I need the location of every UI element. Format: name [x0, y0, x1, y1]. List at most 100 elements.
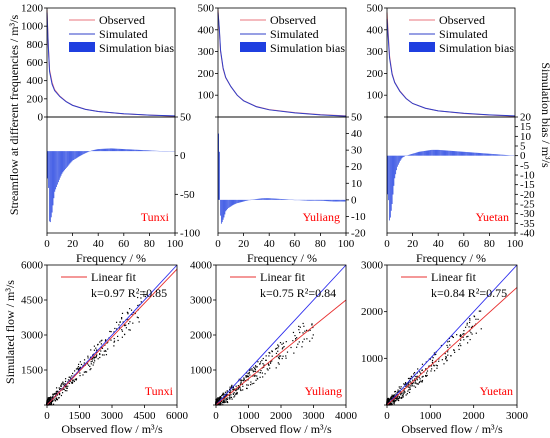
scatter-point: [132, 311, 135, 314]
bias-bar: [264, 198, 266, 200]
scatter-point: [228, 394, 230, 396]
scatter-point: [57, 390, 59, 392]
scatter-point: [426, 374, 428, 377]
scatter-point: [475, 332, 477, 334]
bias-bar: [441, 150, 442, 156]
scatter-point: [118, 324, 120, 326]
scatter-point: [296, 337, 298, 339]
scatter-point: [436, 365, 438, 367]
bias-tick-label: 0: [180, 150, 186, 162]
scatter-point: [130, 309, 133, 311]
scatter-point: [79, 374, 81, 377]
scatter-point: [223, 400, 226, 402]
bias-tick-label: -25: [520, 199, 535, 211]
scatter-point: [390, 398, 392, 400]
scatter-point: [60, 394, 63, 397]
scatter-point: [100, 346, 103, 349]
scatter-point: [394, 398, 396, 400]
scatter-point: [216, 400, 218, 402]
bias-tick-label: -100: [180, 228, 201, 240]
scatter-point: [89, 365, 91, 368]
bias-bar: [403, 155, 405, 157]
scatter-point: [473, 315, 475, 317]
bias-bar: [246, 199, 247, 201]
bias-bar: [469, 152, 471, 156]
bias-bar: [477, 152, 479, 156]
scatter-point: [411, 382, 414, 385]
scatter-point: [391, 397, 393, 400]
scatter-point: [51, 397, 53, 399]
scatter-point: [243, 378, 245, 380]
ytick-label: 4000: [190, 260, 213, 272]
scatter-point: [90, 363, 92, 365]
xtick-label: 0: [44, 410, 50, 422]
scatter-point: [391, 403, 393, 406]
bias-bar: [473, 152, 475, 156]
scatter-point: [413, 385, 415, 387]
x-axis-title: Frequency / %: [416, 251, 486, 265]
bias-bar: [447, 150, 449, 156]
scatter-point: [462, 333, 464, 335]
bias-bar: [432, 149, 434, 156]
scatter-point: [216, 398, 219, 401]
scatter-point: [243, 379, 245, 381]
scatter-point: [418, 382, 420, 384]
bias-tick-label: -10: [520, 170, 535, 182]
scatter-point: [96, 351, 98, 353]
scatter-point: [129, 329, 131, 331]
bias-bar: [265, 198, 267, 200]
bias-bar: [417, 152, 419, 156]
scatter-point: [99, 356, 101, 359]
bias-bar: [505, 154, 507, 156]
bias-tick-label: 50: [351, 112, 363, 124]
bias-bar: [491, 153, 492, 156]
scatter-point: [391, 394, 393, 396]
scatter-point: [252, 375, 254, 377]
scatter-point: [387, 399, 390, 401]
bias-bar: [502, 154, 504, 156]
bias-bar: [315, 199, 317, 201]
scatter-point: [218, 397, 220, 399]
ytick-label: 400: [367, 24, 384, 36]
bias-bar: [441, 150, 443, 156]
scatter-point: [105, 339, 107, 341]
scatter-point: [92, 364, 94, 366]
bias-bar: [116, 148, 117, 152]
ytick-label: 0: [38, 112, 44, 124]
scatter-point: [225, 397, 227, 400]
scatter-point: [80, 363, 83, 366]
bias-bar: [324, 199, 325, 201]
bias-bar: [336, 199, 338, 202]
scatter-point: [72, 379, 74, 382]
scatter-point: [286, 351, 289, 353]
scatter-point: [414, 378, 416, 380]
simulated-line: [386, 18, 516, 117]
scatter-point: [400, 386, 402, 388]
scatter-point: [410, 375, 413, 378]
scatter-point: [50, 399, 52, 401]
bias-bar: [499, 154, 500, 156]
scatter-point: [470, 326, 473, 329]
scatter-point: [75, 379, 77, 381]
scatter-point: [429, 358, 432, 360]
scatter-point: [277, 350, 279, 352]
scatter-point: [298, 329, 300, 331]
scatter-point: [59, 388, 61, 390]
ytick-label: 500: [367, 3, 384, 15]
bias-bar: [400, 155, 402, 160]
bias-bar: [333, 199, 335, 202]
bias-bar: [49, 151, 51, 223]
scatter-point: [477, 318, 479, 320]
scatter-point: [270, 361, 272, 363]
bias-bar: [123, 149, 125, 152]
xtick-label: 1500: [69, 410, 92, 422]
bias-bar: [246, 199, 248, 201]
scatter-point: [390, 403, 392, 405]
scatter-point: [460, 339, 462, 341]
scatter-point: [129, 321, 131, 323]
scatter-point: [51, 396, 54, 398]
xtick-label: 1000: [238, 410, 261, 422]
scatter-point: [407, 386, 409, 388]
bias-bar: [70, 151, 72, 163]
